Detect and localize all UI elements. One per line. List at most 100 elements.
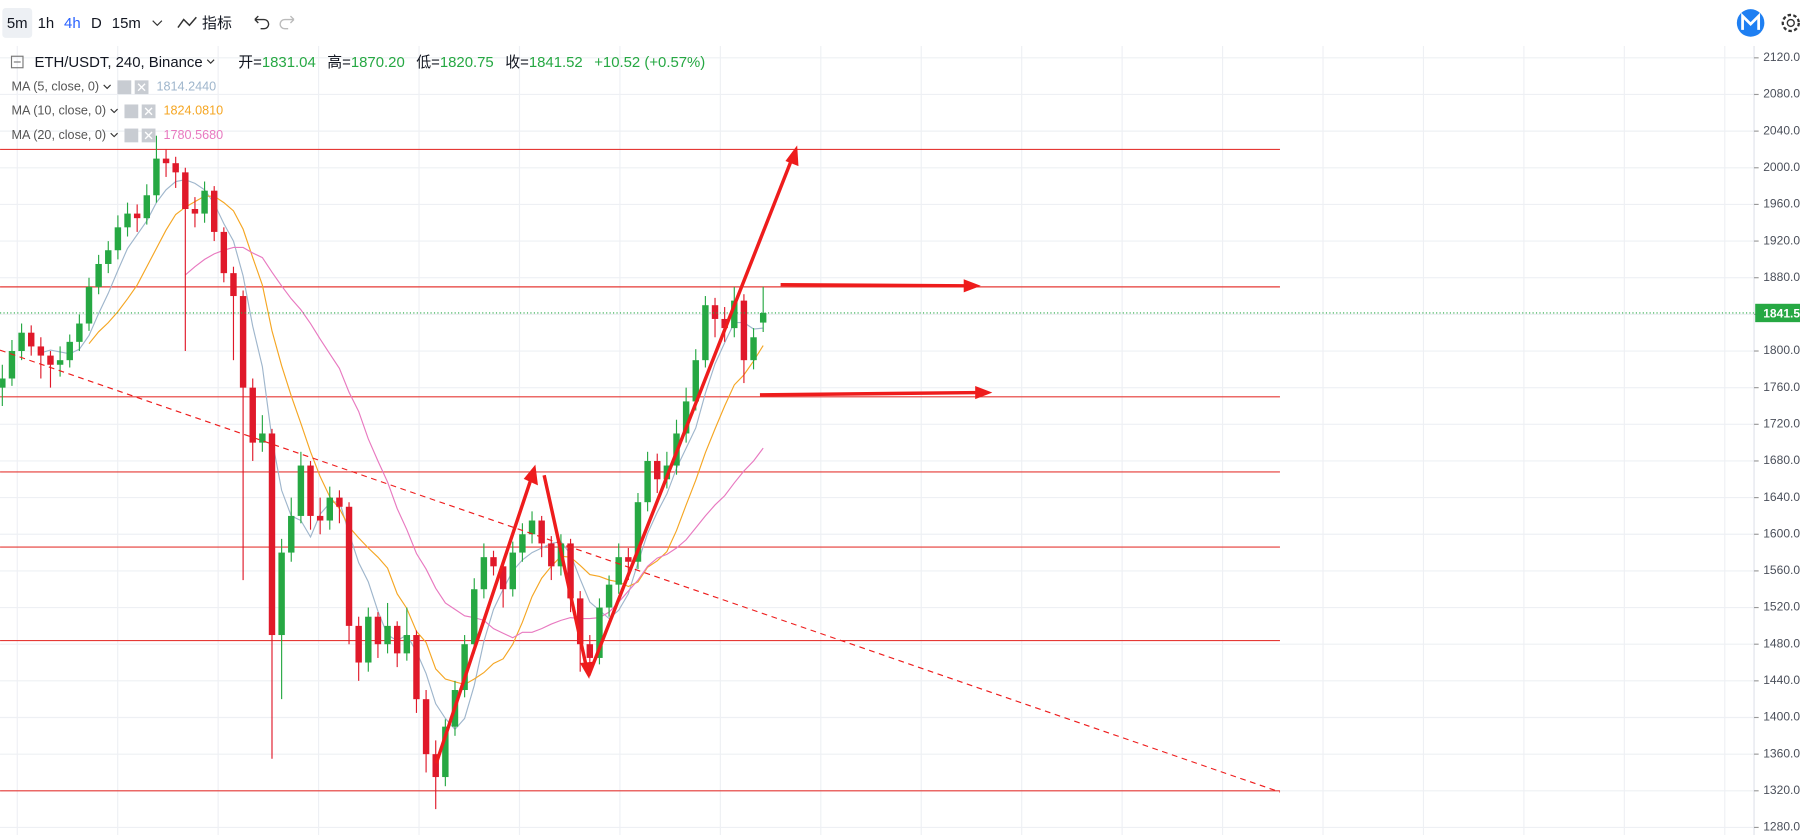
candle-body — [586, 644, 594, 658]
candle-body — [268, 433, 276, 636]
candle-body — [18, 332, 25, 352]
candle-body — [259, 433, 266, 443]
candle-body — [210, 190, 218, 232]
ohlc-key: 高= — [327, 54, 351, 71]
candle-body — [596, 607, 603, 658]
y-tick-label: 1880.00 — [1763, 270, 1800, 284]
interval-button[interactable]: 1h — [38, 15, 55, 32]
y-tick-label: 1640.00 — [1763, 490, 1800, 504]
candle-body — [682, 401, 690, 434]
arrowhead — [785, 145, 799, 167]
candle-body — [759, 312, 767, 323]
ohlc-header: 开= 1831.04 高= 1870.20 低= 1820.75 收= 1841.52 +10.… — [206, 54, 705, 71]
candle-body — [634, 502, 642, 562]
candle-body — [432, 754, 439, 778]
candle-body — [8, 351, 16, 379]
ma-name[interactable]: MA (5, close, 0) — [12, 80, 100, 94]
candle-body — [124, 213, 131, 228]
candle-body — [393, 625, 401, 654]
ma-remove-icon — [144, 107, 153, 116]
candle-body — [740, 300, 748, 361]
y-tick-label: 1720.00 — [1763, 416, 1800, 430]
candle-body — [66, 341, 73, 361]
candle-body — [316, 515, 324, 521]
y-tick-label: 2080.00 — [1763, 87, 1800, 101]
ma-name[interactable]: MA (10, close, 0) — [12, 104, 107, 118]
candle-body — [336, 497, 343, 507]
indicators-button[interactable]: 指标 — [202, 15, 232, 32]
candle-body — [384, 625, 391, 645]
candle-body — [461, 644, 468, 691]
undo-button[interactable] — [254, 15, 270, 30]
candle-body — [442, 726, 449, 778]
candle-body — [403, 635, 411, 654]
candle-body — [374, 616, 382, 645]
candle-body — [721, 318, 728, 329]
y-tick-label: 1520.00 — [1763, 600, 1800, 614]
ma-legend: MA (5, close, 0) 1814.2440 MA (10, close, … — [12, 80, 224, 143]
symbol-title[interactable]: ETH/USDT, 240, Binance — [34, 54, 202, 71]
candle-body — [114, 227, 122, 251]
grid — [0, 45, 1755, 835]
ma-settings-button — [124, 104, 139, 119]
candle-body — [538, 520, 545, 544]
ma-dropdown — [110, 108, 119, 114]
ma-settings-button — [124, 128, 139, 143]
collapse-button[interactable] — [10, 55, 24, 69]
interval-selected-bg — [2, 8, 33, 38]
toolbar — [0, 0, 1800, 46]
ma-line — [40, 179, 764, 731]
ma-name[interactable]: MA (20, close, 0) — [12, 128, 107, 142]
logo-mark — [1741, 12, 1761, 30]
candle-body — [422, 699, 430, 755]
candle-body — [711, 305, 719, 319]
ma-dropdown — [103, 84, 112, 90]
candle-body — [191, 209, 199, 214]
interval-button[interactable]: 5m — [7, 15, 28, 32]
drawings — [0, 145, 1281, 793]
interval-dropdown[interactable] — [152, 20, 163, 27]
y-tick-label: 1920.00 — [1763, 233, 1800, 247]
candle-body — [85, 286, 93, 324]
candle-body — [528, 520, 536, 535]
candle-body — [37, 346, 45, 356]
candle-body — [625, 557, 632, 562]
candle-body — [288, 515, 295, 553]
candle-body — [76, 323, 83, 342]
candle-body — [201, 190, 208, 214]
plot-area — [0, 135, 1755, 810]
arrow — [780, 282, 967, 288]
candle-body — [731, 300, 738, 329]
candle-body — [413, 635, 420, 700]
interval-button[interactable]: 4h — [64, 15, 81, 32]
y-tick-label: 1560.00 — [1763, 563, 1800, 577]
redo-button[interactable] — [279, 15, 295, 30]
ohlc-key: 收= — [505, 54, 529, 71]
arrowhead — [975, 386, 993, 400]
ohlc-key: 低= — [416, 54, 440, 71]
ma-settings-button — [117, 80, 132, 95]
y-tick-label: 1320.00 — [1763, 783, 1800, 797]
candle-body — [0, 378, 6, 388]
y-tick-label: 1360.00 — [1763, 746, 1800, 760]
candle-body — [297, 465, 305, 516]
interval-button[interactable]: 15m — [112, 15, 141, 32]
candle-body — [278, 552, 285, 636]
ma-value: 1824.0810 — [164, 104, 224, 118]
y-tick-label: 2120.00 — [1763, 50, 1800, 64]
candle-body — [133, 213, 141, 219]
candle-body — [605, 584, 613, 608]
candle-body — [480, 557, 488, 590]
change: +10.52 (+0.57%) — [594, 54, 705, 71]
last-price-label: 1841.52 — [1763, 306, 1800, 320]
y-tick-label: 1400.00 — [1763, 710, 1800, 724]
y-tick-label: 1760.00 — [1763, 380, 1800, 394]
indicator-icon[interactable] — [177, 16, 197, 28]
settings-button[interactable] — [1781, 13, 1800, 33]
symbol-dropdown — [206, 59, 215, 64]
interval-button[interactable]: D — [91, 15, 102, 32]
candle-body — [182, 172, 189, 210]
ma-remove-icon — [137, 83, 146, 92]
ohlc-key: 开= — [238, 54, 262, 71]
candle-body — [615, 557, 622, 585]
